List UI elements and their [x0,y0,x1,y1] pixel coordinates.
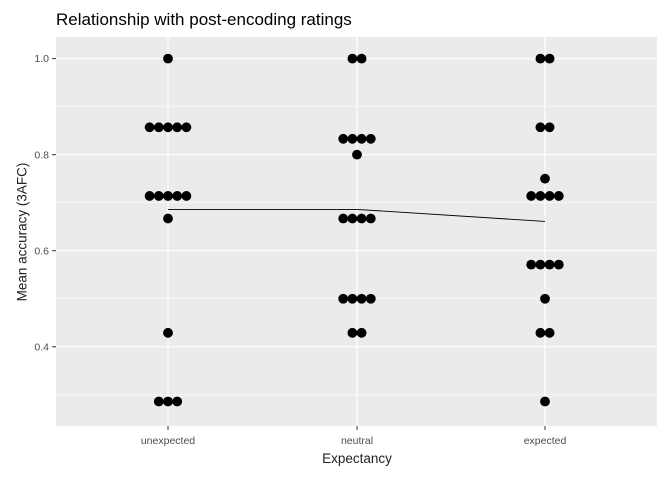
data-point [163,191,173,201]
data-point [153,191,164,201]
data-point [172,191,183,201]
data-point [347,327,358,338]
chart-title: Relationship with post-encoding ratings [56,10,352,29]
data-point [535,122,546,133]
data-point [347,133,358,144]
x-axis-label: Expectancy [322,451,392,466]
data-point [544,327,555,338]
data-point [163,213,173,224]
data-point [553,259,564,270]
y-tick-label: 1.0 [34,53,49,65]
data-point [540,173,550,184]
data-point [535,327,546,338]
data-point [535,53,546,64]
data-point [163,122,173,133]
x-tick-label: expected [524,435,567,447]
data-point [544,191,555,201]
data-point [338,133,349,144]
y-tick-label: 0.8 [34,149,49,161]
mean-line [168,208,546,222]
data-point [163,327,173,338]
data-point [526,191,537,201]
x-tick-label: neutral [341,435,373,447]
data-point [544,122,555,133]
data-point [365,213,376,224]
data-point [172,122,183,133]
data-point [347,293,358,304]
data-point [356,213,367,224]
data-point [153,122,164,133]
data-point [181,122,192,133]
data-point [338,213,349,224]
data-point [526,259,537,270]
data-point [365,293,376,304]
data-point [172,396,183,407]
data-point [181,191,192,201]
data-point [163,53,173,64]
data-point [347,53,358,64]
data-point [544,259,555,270]
data-point [535,191,546,201]
data-point [540,396,550,407]
data-point [144,191,155,201]
data-point [356,293,367,304]
data-point [356,53,367,64]
data-point [153,396,164,407]
data-point [144,122,155,133]
x-tick-label: unexpected [141,435,195,447]
data-point [352,149,362,160]
y-tick-label: 0.4 [34,341,49,353]
data-point [553,191,564,201]
data-point [544,53,555,64]
data-point [338,293,349,304]
y-tick-label: 0.6 [34,245,49,257]
data-point [347,213,358,224]
data-point [356,327,367,338]
data-point [535,259,546,270]
data-point [356,133,367,144]
data-point [540,293,550,304]
data-point [163,396,173,407]
data-point [365,133,376,144]
